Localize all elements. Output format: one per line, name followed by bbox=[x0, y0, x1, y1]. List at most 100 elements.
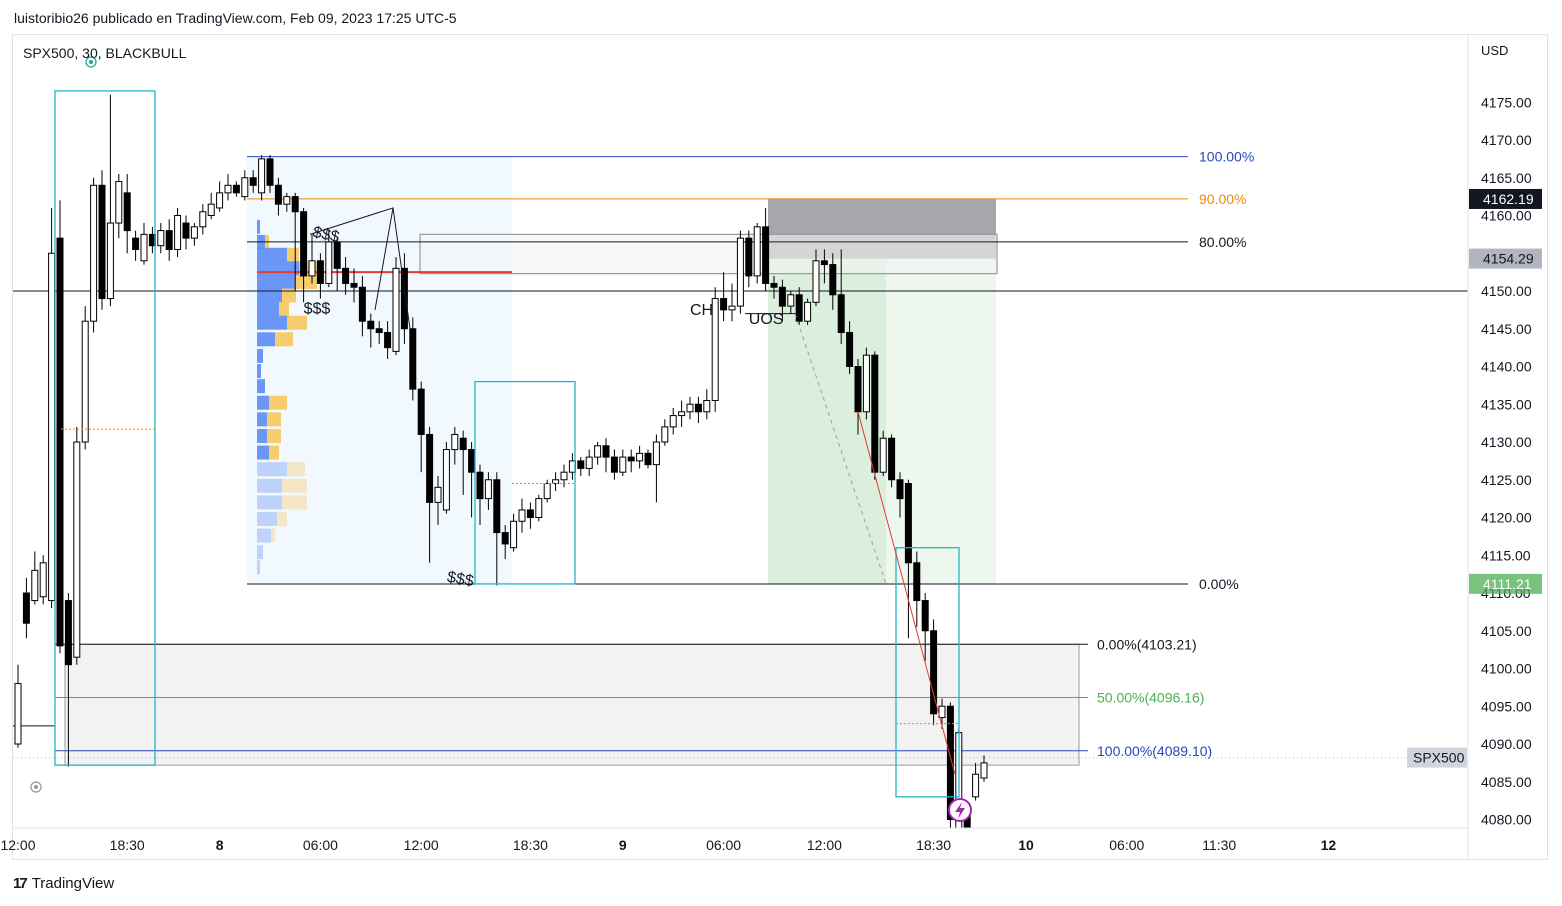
candle-body bbox=[678, 411, 686, 417]
overlay-layer bbox=[30, 56, 972, 822]
candle-body bbox=[804, 301, 812, 322]
candle-body bbox=[367, 320, 375, 330]
candle-body bbox=[14, 683, 22, 745]
price-tick-label: 4160.00 bbox=[1481, 208, 1532, 224]
candle-body bbox=[980, 762, 988, 779]
time-tick-label: 12:00 bbox=[404, 837, 439, 853]
candle-body bbox=[392, 267, 400, 352]
price-tick-label: 4120.00 bbox=[1481, 510, 1532, 526]
candle-body bbox=[249, 177, 257, 186]
candle-body bbox=[56, 237, 64, 647]
time-tick-label: 06:00 bbox=[1109, 837, 1144, 853]
candle-body bbox=[879, 437, 887, 473]
candle-body bbox=[358, 286, 366, 322]
price-tick-label: 4125.00 bbox=[1481, 472, 1532, 488]
symbol-header[interactable]: SPX500, 30, BLACKBULL bbox=[23, 45, 187, 61]
candle-body bbox=[165, 230, 173, 250]
long-position-inner-zone bbox=[768, 258, 886, 584]
candle-body bbox=[711, 298, 719, 401]
chart-annotation: $$$ bbox=[304, 301, 331, 318]
time-tick-label: 12:00 bbox=[0, 837, 35, 853]
volume-profile-bar-buy bbox=[257, 495, 282, 510]
symbol-badge[interactable] bbox=[1407, 747, 1467, 768]
candle-body bbox=[199, 211, 207, 228]
volume-profile-bar-buy bbox=[257, 315, 287, 330]
candle-body bbox=[930, 630, 938, 715]
lightning-icon bbox=[955, 802, 965, 819]
candle-body bbox=[770, 282, 778, 288]
volume-profile-bar-sell bbox=[269, 395, 287, 410]
candle-body bbox=[316, 260, 324, 284]
volume-profile-bar-buy bbox=[257, 428, 267, 443]
candle-body bbox=[820, 260, 828, 266]
candle-body bbox=[174, 215, 182, 250]
price-tick-label: 4095.00 bbox=[1481, 698, 1532, 714]
candle-body bbox=[375, 328, 383, 334]
volume-profile-bar-sell bbox=[287, 315, 307, 330]
volume-profile-bar-buy bbox=[257, 545, 263, 560]
volume-profile-bar-buy bbox=[257, 261, 299, 276]
candle-body bbox=[283, 196, 291, 205]
time-tick-label: 9 bbox=[619, 837, 627, 853]
volume-profile-bar-buy bbox=[257, 478, 282, 493]
volume-profile-bar-sell bbox=[295, 274, 317, 289]
candle-body bbox=[417, 388, 425, 435]
candle-body bbox=[325, 241, 333, 284]
candle-body bbox=[543, 483, 551, 500]
volume-profile-bar-sell bbox=[287, 462, 305, 477]
fib-level-label: 80.00% bbox=[1199, 234, 1246, 250]
volume-profile-bar-sell bbox=[282, 495, 307, 510]
tradingview-brand[interactable]: 17 TradingView bbox=[13, 875, 114, 892]
flash-alert-icon[interactable] bbox=[948, 798, 972, 822]
candle-body bbox=[661, 426, 669, 443]
candle-body bbox=[426, 433, 434, 503]
candle-body bbox=[501, 532, 509, 545]
candle-body bbox=[871, 354, 879, 473]
candle-body bbox=[98, 184, 106, 300]
candle-body bbox=[31, 569, 39, 602]
price-badge bbox=[1469, 188, 1542, 209]
candle-body bbox=[703, 399, 711, 413]
volume-profile-bar-buy bbox=[257, 412, 267, 427]
candle-body bbox=[510, 520, 518, 549]
volume-profile-bar-sell bbox=[267, 428, 281, 443]
candle-body bbox=[921, 600, 929, 632]
candle-body bbox=[854, 366, 862, 413]
volume-profile-bar-buy bbox=[257, 302, 279, 317]
time-tick-label: 18:30 bbox=[916, 837, 951, 853]
volume-profile-bar-sell bbox=[277, 512, 287, 527]
candle-body bbox=[81, 320, 89, 443]
candle-body bbox=[610, 456, 618, 473]
visibility-icon-ring bbox=[30, 781, 42, 793]
candle-body bbox=[232, 184, 240, 194]
volume-profile-bar-sell bbox=[279, 302, 289, 317]
candle-body bbox=[837, 294, 845, 334]
price-tick-label: 4170.00 bbox=[1481, 132, 1532, 148]
axes-layer: 100.00% 90.00% 80.00% 0.00% 0.00%(4103.21) 50… bbox=[0, 35, 1542, 860]
time-tick-label: 06:00 bbox=[706, 837, 741, 853]
time-tick-label: 12:00 bbox=[807, 837, 842, 853]
candle-body bbox=[115, 181, 123, 224]
fib-rectangle-zone bbox=[64, 643, 1080, 766]
session-box bbox=[54, 90, 156, 766]
time-tick-label: 8 bbox=[216, 837, 224, 853]
session-box bbox=[895, 547, 960, 798]
volume-profile-bar-buy bbox=[257, 560, 260, 575]
candle-body bbox=[896, 479, 904, 500]
chart-frame bbox=[12, 34, 1548, 860]
visibility-icon[interactable] bbox=[30, 781, 42, 793]
candle-body bbox=[342, 267, 350, 284]
price-tick-label: 4105.00 bbox=[1481, 623, 1532, 639]
candle-body bbox=[753, 226, 761, 277]
candle-body bbox=[140, 233, 148, 262]
time-tick-label: 10 bbox=[1018, 837, 1034, 853]
candle-body bbox=[526, 509, 534, 519]
price-tick-label: 4165.00 bbox=[1481, 170, 1532, 186]
visibility-icon-dot bbox=[34, 785, 38, 789]
symbol-badge-label: SPX500 bbox=[1413, 750, 1465, 766]
candle-body bbox=[468, 449, 476, 473]
fib-level-label: 50.00%(4096.16) bbox=[1097, 689, 1204, 705]
candle-body bbox=[132, 237, 140, 250]
price-badge-label: 4111.21 bbox=[1483, 576, 1532, 592]
